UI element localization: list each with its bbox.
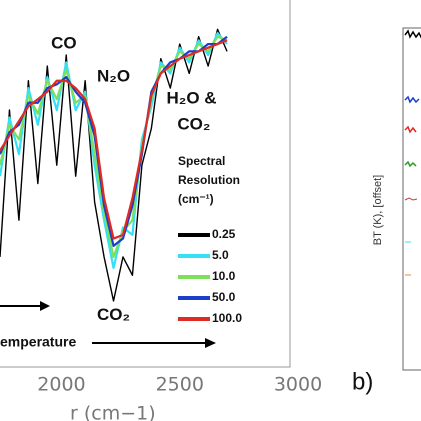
- panel-label: b): [352, 368, 373, 395]
- overlay-group: CO N₂O H₂O & CO₂ CO₂ Spectral Resolution (cm⁻¹)…: [51, 34, 266, 330]
- legend-label: 0.25: [212, 227, 236, 241]
- right-trace: [404, 95, 420, 104]
- x-tick-label: 3000: [274, 374, 322, 396]
- legend-label: 50.0: [212, 290, 236, 304]
- arrow-label: emperature: [0, 334, 76, 350]
- legend-label: 10.0: [212, 269, 236, 283]
- x-axis-label: r (cm−1): [70, 403, 156, 421]
- series-group: [0, 28, 228, 302]
- annotation: CO₂: [177, 114, 210, 133]
- legend-title: (cm⁻¹): [178, 192, 214, 206]
- series-line: [0, 35, 228, 247]
- annotation: CO₂: [97, 305, 130, 324]
- annotation: H₂O &: [167, 89, 217, 108]
- legend-label: 5.0: [212, 248, 229, 262]
- series-line: [0, 35, 228, 258]
- right-trace: [404, 160, 417, 168]
- legend-label: 100.0: [212, 311, 242, 325]
- series-line: [0, 39, 228, 240]
- annotation: N₂O: [97, 67, 130, 86]
- arrow-head: [205, 338, 216, 348]
- series-line: [0, 31, 228, 270]
- legend-title: Resolution: [178, 173, 240, 187]
- right-trace: [404, 197, 418, 201]
- right-trace: [404, 29, 421, 39]
- right-panel-frame: [402, 27, 421, 371]
- annotation: CO: [51, 34, 77, 53]
- x-tick-label: 2500: [156, 374, 204, 396]
- arrow-head: [40, 301, 50, 311]
- right-trace: [404, 125, 417, 134]
- x-tick-label: 2000: [37, 374, 85, 396]
- series-line: [0, 28, 228, 302]
- right-y-label: BT (K), [offset]: [372, 175, 384, 246]
- legend-title: Spectral: [178, 154, 225, 168]
